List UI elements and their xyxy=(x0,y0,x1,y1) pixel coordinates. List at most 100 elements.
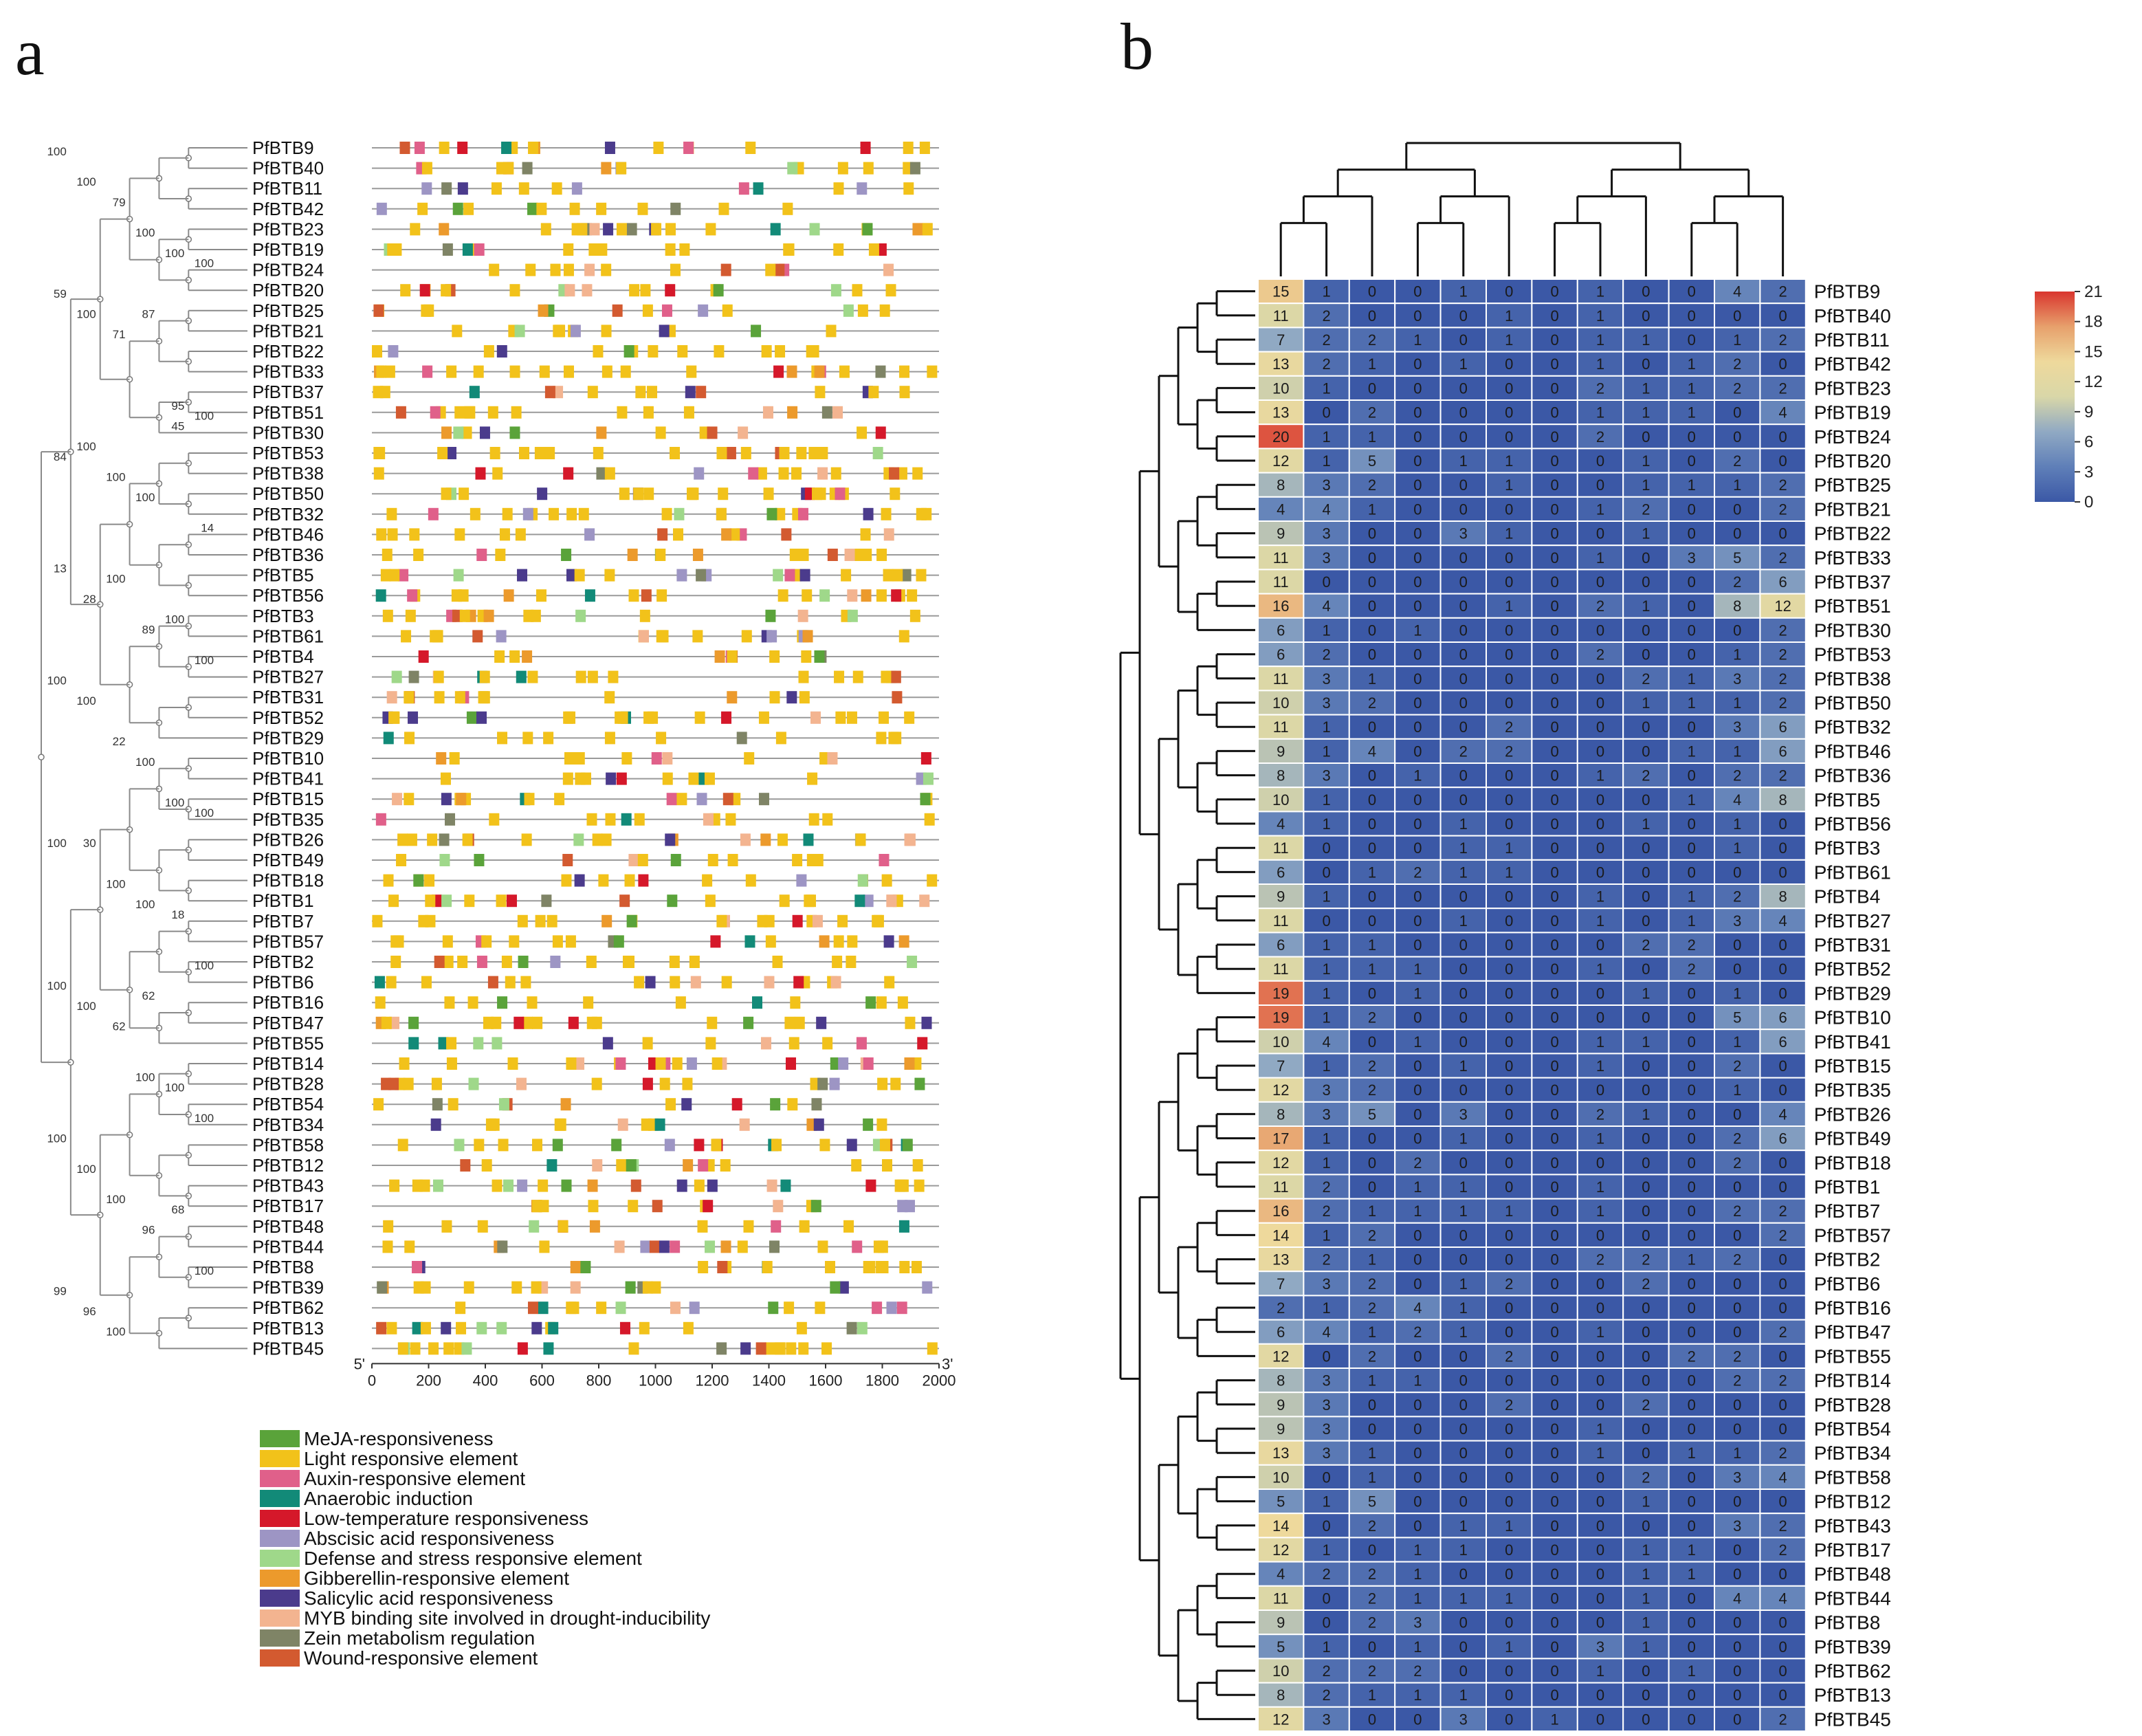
cis-element-box xyxy=(622,956,633,968)
heatmap-cell-value: 0 xyxy=(1550,912,1558,930)
heatmap-cell-value: 0 xyxy=(1550,1469,1558,1486)
cis-element-box xyxy=(875,365,886,378)
cis-element-box xyxy=(376,365,387,378)
bootstrap-value: 96 xyxy=(83,1305,96,1318)
heatmap-cell-value: 3 xyxy=(1688,549,1696,567)
heatmap-cell xyxy=(1439,569,1488,595)
cis-element-box xyxy=(593,447,604,459)
cis-element-box xyxy=(483,345,494,358)
heatmap-cell-value: 0 xyxy=(1413,815,1422,833)
heatmap-cell-value: 1 xyxy=(1688,694,1696,712)
heatmap-cell-value: 0 xyxy=(1459,1009,1468,1026)
cis-element-box xyxy=(655,426,666,439)
cis-element-box xyxy=(580,1261,591,1273)
heatmap-cell-value: 1 xyxy=(1459,1323,1468,1341)
heatmap-cell-value: 0 xyxy=(1550,331,1558,349)
heatmap-cell xyxy=(1714,424,1761,450)
heatmap-cell-value: 2 xyxy=(1778,549,1787,567)
cis-element-box xyxy=(596,426,607,439)
heatmap-cell xyxy=(1759,472,1807,498)
cis-element-box xyxy=(912,467,923,480)
cis-element-box xyxy=(574,874,585,887)
cis-element-box xyxy=(802,589,813,602)
cis-element-box xyxy=(439,142,450,154)
cis-element-box xyxy=(779,447,790,459)
cis-element-box xyxy=(687,487,698,501)
cis-element-box xyxy=(566,507,577,520)
bootstrap-value: 100 xyxy=(106,572,125,585)
cis-element-box xyxy=(408,1037,419,1050)
heatmap-cell xyxy=(1394,448,1442,474)
heatmap-row-label: PfBTB16 xyxy=(1814,1297,1891,1319)
heatmap-cell xyxy=(1759,641,1807,668)
cis-element-box xyxy=(389,1179,400,1192)
cis-element-box xyxy=(707,1179,718,1192)
heatmap-cell-value: 15 xyxy=(1272,283,1289,300)
heatmap-cell-value: 1 xyxy=(1596,1202,1604,1220)
heatmap-cell-value: 0 xyxy=(1550,355,1558,373)
cis-element-box xyxy=(430,1118,441,1131)
cis-element-box xyxy=(517,1179,528,1192)
legend-swatch xyxy=(260,1530,300,1547)
heatmap-cell-value: 2 xyxy=(1596,1251,1604,1268)
heatmap-cell-value: 1 xyxy=(1368,1202,1376,1220)
heatmap-cell-value: 0 xyxy=(1550,1154,1558,1172)
cis-element-box xyxy=(421,976,432,989)
cis-element-box xyxy=(550,263,561,276)
cis-element-box xyxy=(899,386,910,399)
heatmap-cell-value: 0 xyxy=(1688,597,1696,615)
heatmap-cell-value: 8 xyxy=(1277,767,1285,784)
cis-element-box xyxy=(796,874,807,887)
cis-element-box xyxy=(798,549,809,561)
cis-element-box xyxy=(489,263,500,276)
cis-element-box xyxy=(509,935,520,948)
cis-element-box xyxy=(397,1139,408,1152)
cis-element-box xyxy=(703,813,714,826)
cis-element-box xyxy=(498,1098,509,1111)
heatmap-cell-value: 4 xyxy=(1733,1590,1741,1607)
cis-element-box xyxy=(444,996,455,1009)
cis-element-box xyxy=(705,223,716,236)
heatmap-cell-value: 1 xyxy=(1688,1565,1696,1583)
cis-element-box xyxy=(822,813,833,826)
heatmap-cell xyxy=(1486,520,1533,547)
cis-element-box xyxy=(775,345,786,358)
cis-element-box xyxy=(540,223,551,236)
heatmap-cell-value: 0 xyxy=(1368,815,1376,833)
cis-element-box xyxy=(798,1342,809,1355)
heatmap-cell-value: 0 xyxy=(1642,791,1650,809)
cis-element-box xyxy=(596,467,607,480)
heatmap-cell xyxy=(1622,351,1670,377)
heatmap-row-label: PfBTB2 xyxy=(1814,1249,1880,1271)
cis-element-box xyxy=(922,1281,933,1294)
heatmap-row-label: PfBTB6 xyxy=(1814,1273,1880,1295)
heatmap-cell-value: 1 xyxy=(1642,815,1650,833)
cis-element-box xyxy=(396,854,407,866)
heatmap-cell-value: 0 xyxy=(1459,791,1468,809)
heatmap-cell-value: 1 xyxy=(1642,1541,1650,1559)
heatmap-row-label: PfBTB25 xyxy=(1814,474,1891,496)
heatmap-cell-value: 0 xyxy=(1505,428,1513,446)
heatmap-cell-value: 0 xyxy=(1733,936,1741,954)
cis-element-box xyxy=(883,263,894,276)
cis-element-box xyxy=(589,223,600,236)
heatmap-cell-value: 0 xyxy=(1778,428,1787,446)
heatmap-cell-value: 0 xyxy=(1550,960,1558,978)
heatmap-cell-value: 0 xyxy=(1368,1396,1376,1414)
heatmap-cell-value: 1 xyxy=(1642,331,1650,349)
gene-label: PfBTB47 xyxy=(252,1013,324,1033)
heatmap-cell-value: 2 xyxy=(1733,1154,1741,1172)
cis-element-box xyxy=(446,447,457,459)
heatmap-cell-value: 0 xyxy=(1550,864,1558,881)
heatmap-cell-value: 8 xyxy=(1277,476,1285,494)
heatmap-cell-value: 0 xyxy=(1596,1227,1604,1244)
cis-element-box xyxy=(872,447,883,459)
heatmap-cell-value: 0 xyxy=(1550,1420,1558,1438)
heatmap-cell-value: 0 xyxy=(1596,743,1604,760)
legend-label: MYB binding site involved in drought-ind… xyxy=(304,1607,710,1629)
heatmap-cell-value: 0 xyxy=(1550,428,1558,446)
heatmap-cell-value: 0 xyxy=(1733,1493,1741,1510)
heatmap-row-label: PfBTB39 xyxy=(1814,1636,1891,1658)
gene-label: PfBTB8 xyxy=(252,1257,314,1277)
gene-label: PfBTB7 xyxy=(252,911,314,932)
